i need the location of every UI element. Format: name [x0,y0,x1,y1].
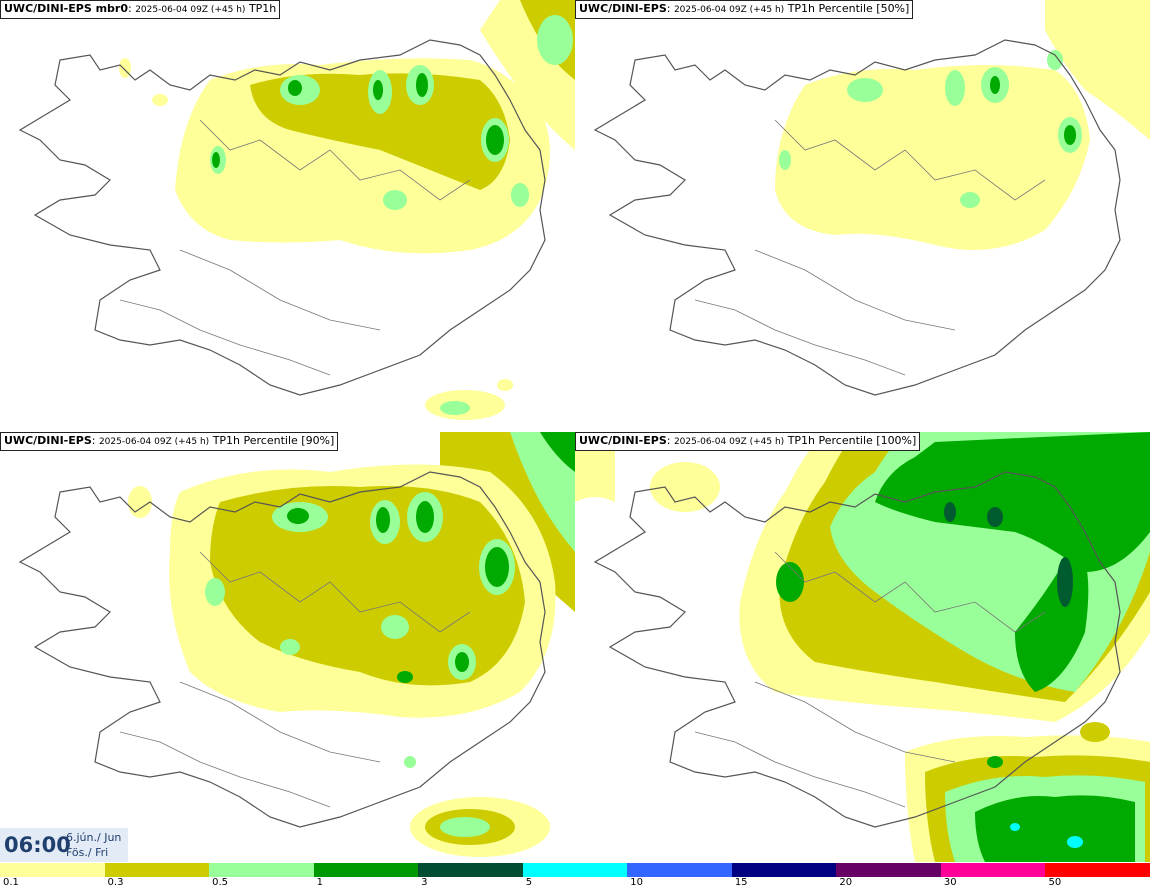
legend-swatch [418,863,523,877]
product-name: TP1h Percentile [100%] [787,434,917,447]
precip-map-p100 [575,432,1150,862]
legend-swatch [836,863,941,877]
legend-swatch [0,863,105,877]
legend-label: 15 [734,877,748,888]
legend-label: 50 [1048,877,1062,888]
legend-swatch [104,863,210,877]
valid-date-line2: Fös./ Fri [66,846,109,859]
panel-title: UWC/DINI-EPS: 2025-06-04 09Z (+45 h) TP1… [0,432,339,451]
legend-label: 30 [943,877,957,888]
map-panel-p50: UWC/DINI-EPS: 2025-06-04 09Z (+45 h) TP1… [575,0,1150,430]
legend-swatch [627,863,732,877]
panel-title: UWC/DINI-EPS: 2025-06-04 09Z (+45 h) TP1… [575,0,914,19]
legend-swatch [940,863,1046,877]
valid-date-line1: 6.jún./ Jun [66,831,122,844]
legend-label: 1 [316,877,323,888]
legend-label: 10 [630,877,643,888]
legend-label: 0.5 [212,877,228,888]
run-time: 2025-06-04 09Z (+45 h) [135,5,246,15]
color-legend: 0.1 0.3 0.5 1 3 5 10 15 20 30 50 [0,863,1150,891]
map-panel-p100: UWC/DINI-EPS: 2025-06-04 09Z (+45 h) TP1… [575,432,1150,862]
precip-map-p50 [593,0,1150,396]
legend-label: 5 [525,877,533,888]
legend-swatch [522,863,628,877]
model-name: UWC/DINI-EPS [4,434,92,447]
run-time: 2025-06-04 09Z (+45 h) [98,437,210,447]
legend-label: 0.1 [3,877,19,888]
legend-swatch [209,863,314,877]
model-name: UWC/DINI-EPS [579,434,667,447]
product-name: TP1h Percentile [50%] [787,2,910,15]
legend-label: 3 [421,877,428,888]
model-name: UWC/DINI-EPS mbr0 [4,2,128,15]
valid-time-box: 06:00 6.jún./ Jun Fös./ Fri [0,828,128,862]
legend-label: 20 [839,877,853,888]
panel-title: UWC/DINI-EPS: 2025-06-04 09Z (+45 h) TP1… [575,432,921,451]
legend-swatch [1045,863,1150,877]
precip-map-p90 [18,432,575,857]
map-panel-p90: UWC/DINI-EPS: 2025-06-04 09Z (+45 h) TP1… [0,432,575,862]
product-name: TP1h Percentile [90%] [212,434,335,447]
run-time: 2025-06-04 09Z (+45 h) [673,5,785,15]
legend-label: 0.3 [107,877,124,888]
legend-swatch [731,863,837,877]
map-panel-mbr0: UWC/DINI-EPS mbr0: 2025-06-04 09Z (+45 h… [0,0,575,430]
model-name: UWC/DINI-EPS [579,2,667,15]
precip-map-mbr0 [18,0,575,420]
run-time: 2025-06-04 09Z (+45 h) [673,437,785,447]
product-name: TP1h [248,2,277,15]
legend-swatch [313,863,419,877]
panel-title: UWC/DINI-EPS mbr0: 2025-06-04 09Z (+45 h… [0,0,281,19]
legend-color-bar [0,863,1150,877]
valid-time: 06:00 [4,833,71,857]
